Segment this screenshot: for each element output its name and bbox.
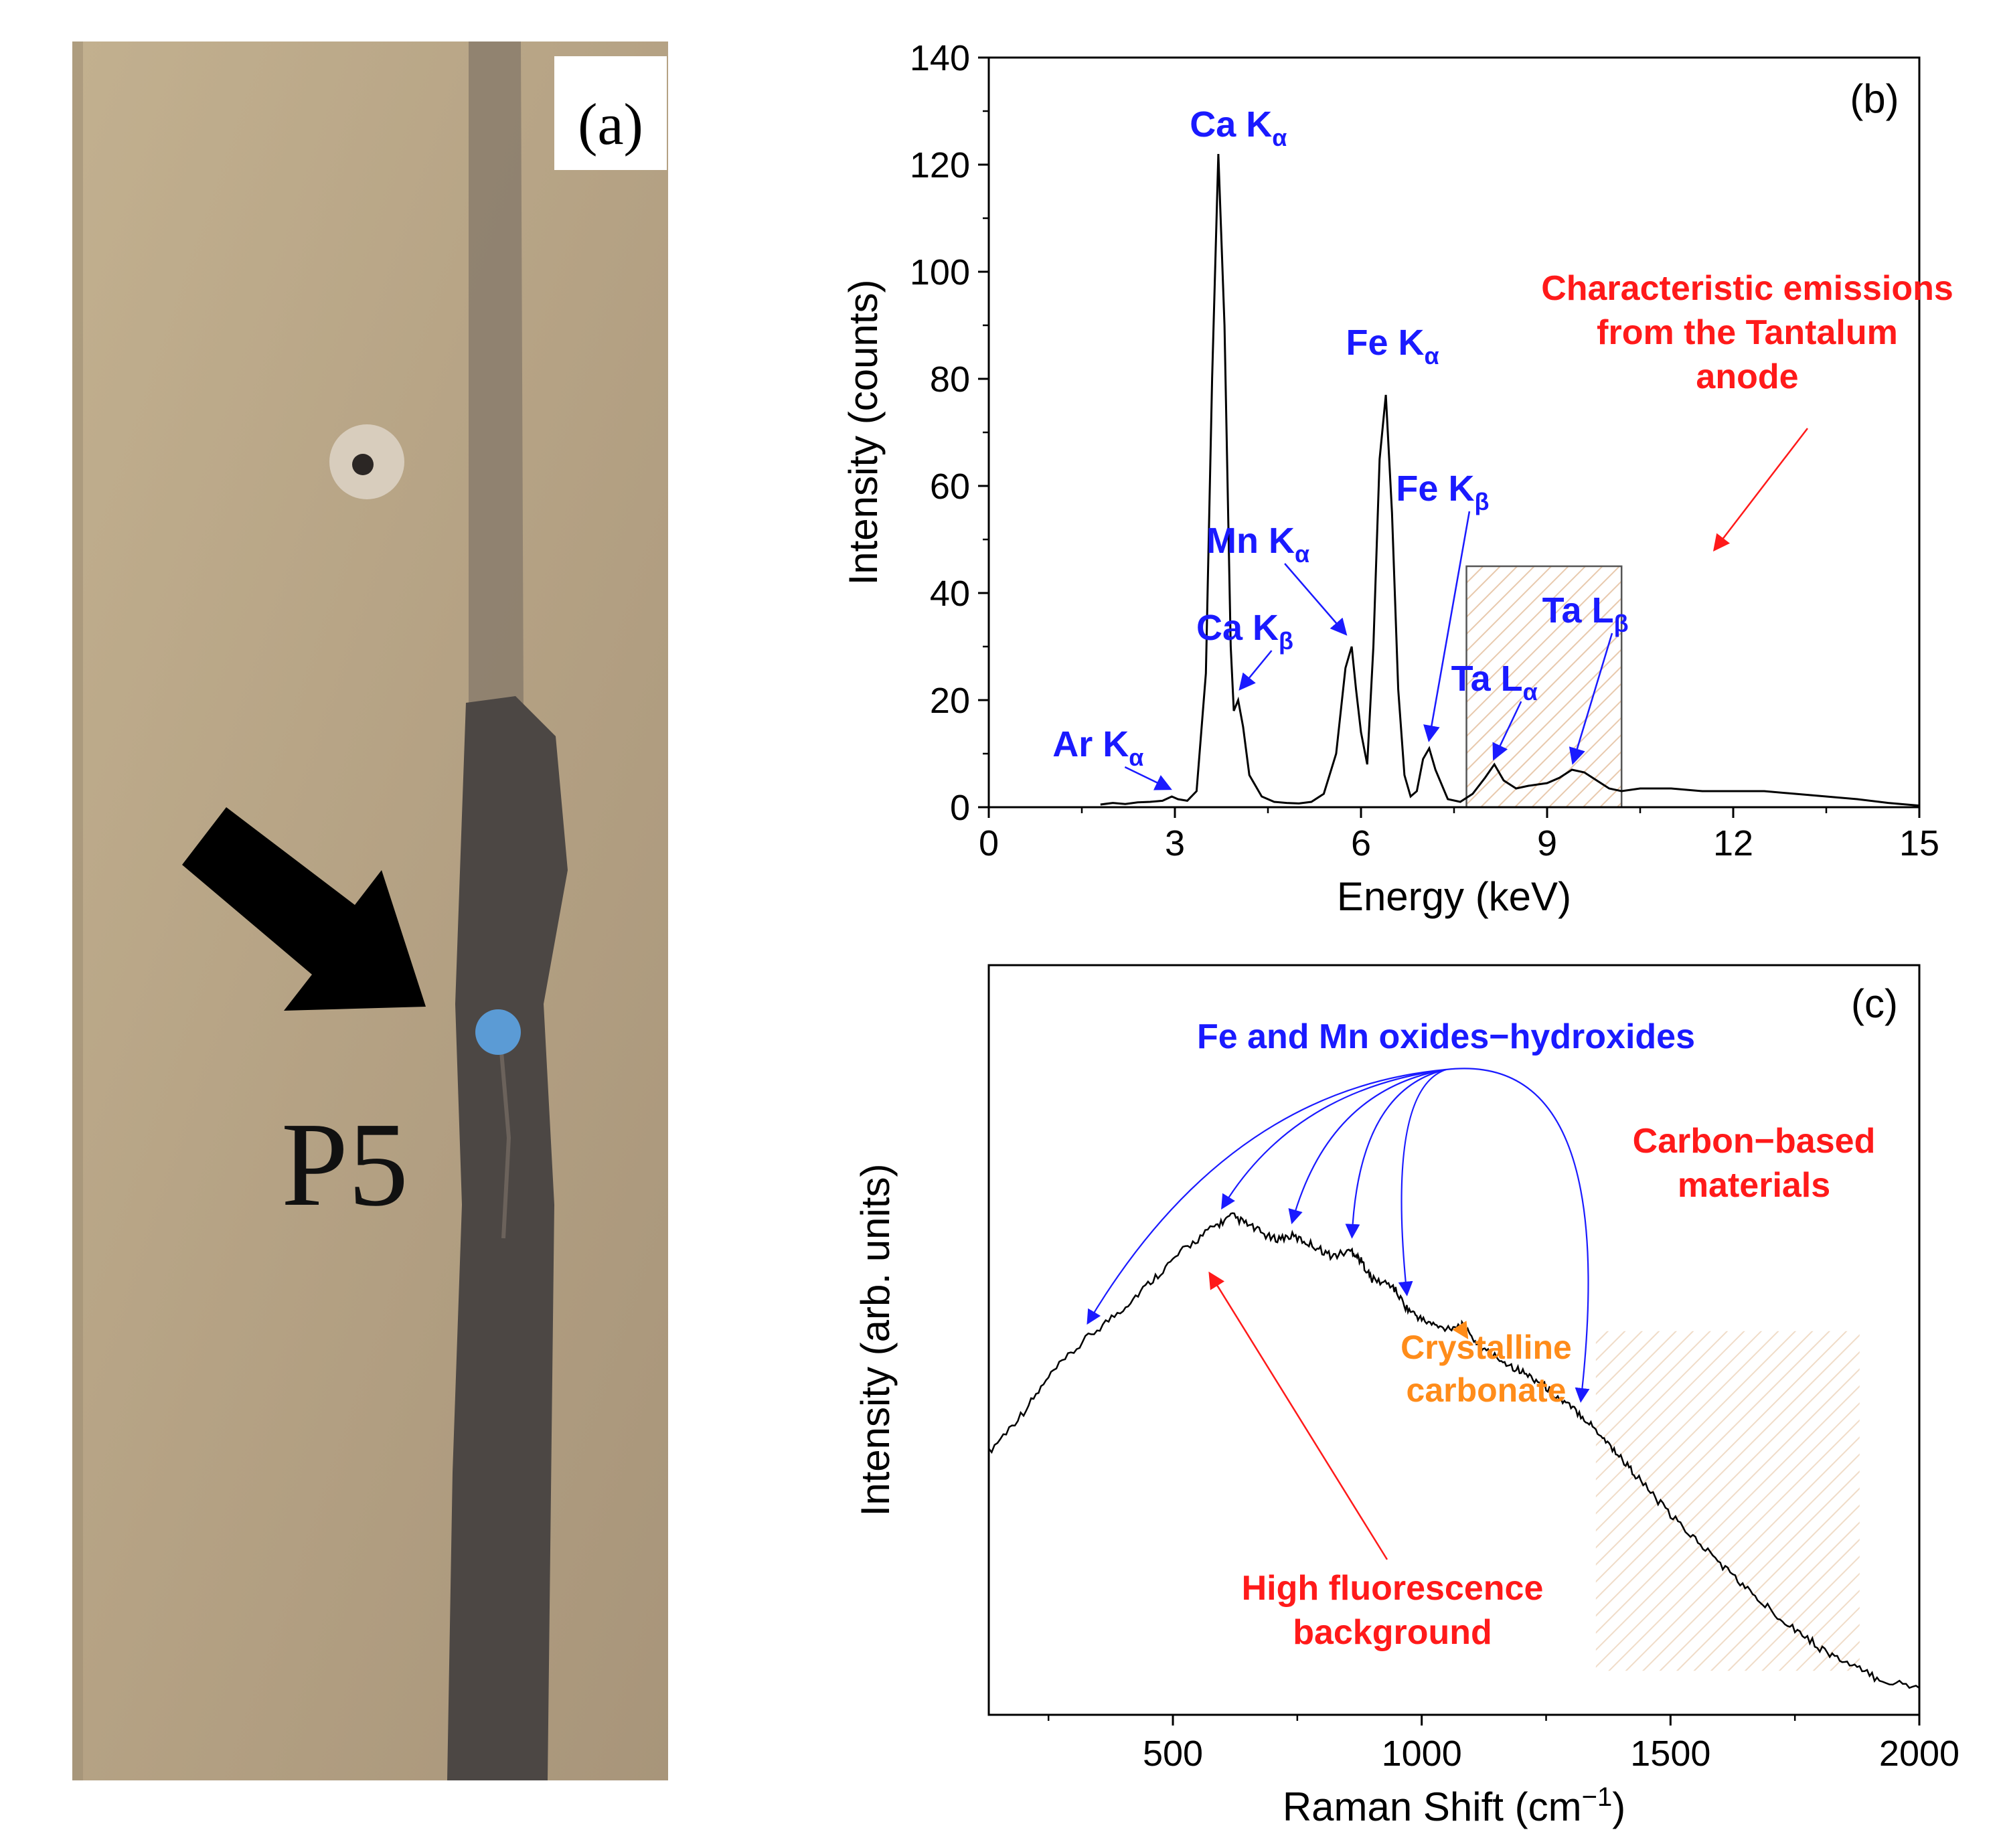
y-tick-label: 0: [950, 788, 970, 828]
dark-stripe-upper: [469, 41, 524, 716]
peak-arrow: [1569, 633, 1613, 765]
y-tick-label: 20: [930, 681, 970, 721]
raman-plot-frame: [987, 964, 1921, 1716]
raman-x-label-end: ): [1612, 1784, 1625, 1829]
peak-label: Ta Lα: [1451, 659, 1538, 705]
raman-spectrum-line: [988, 1212, 1920, 1689]
y-tick-label: 80: [930, 359, 970, 400]
raman-ticks: 500 1000 1500 2000: [1047, 1715, 1959, 1774]
oxides-arrow: [1398, 1068, 1447, 1296]
xrf-x-axis-label: Energy (keV): [1337, 874, 1571, 919]
fluorescence-label-line: background: [1293, 1613, 1492, 1652]
oxides-arrow: [1345, 1068, 1447, 1239]
p5-point: [475, 1009, 521, 1055]
peak-label: Fe Kβ: [1396, 469, 1489, 515]
peak-label: Ar Kα: [1052, 724, 1143, 771]
x-tick-label: 2000: [1879, 1734, 1959, 1774]
anode-note-line: anode: [1696, 357, 1798, 396]
drill-hole-center: [352, 454, 374, 475]
peak-label: Mn Kα: [1206, 521, 1309, 568]
x-tick-label: 500: [1143, 1734, 1203, 1774]
peak-arrow: [1423, 511, 1471, 742]
oxides-arrow: [1087, 1068, 1447, 1325]
y-tick-label: 40: [930, 574, 970, 614]
oxides-arrow: [1445, 1068, 1590, 1403]
peak-label: Fe Kα: [1346, 323, 1439, 369]
peak-arrow: [1124, 766, 1172, 790]
dark-stripe: [447, 696, 568, 1780]
x-tick-label: 9: [1537, 823, 1557, 863]
x-tick-label: 1000: [1382, 1734, 1462, 1774]
xrf-ticks: 0 3 6 9 12 15 0 20 40 60 80 100 120 140: [910, 38, 1939, 863]
x-tick-label: 0: [979, 823, 999, 863]
peak-arrow: [1284, 563, 1348, 636]
photo-panel: (a) P5: [0, 0, 736, 1845]
xrf-panel-label: (b): [1850, 76, 1899, 121]
raman-x-label-sup: −1: [1582, 1782, 1613, 1812]
p5-label: P5: [281, 1098, 408, 1231]
raman-annotations: Fe and Mn oxides−hydroxides Crystalline ca…: [1087, 1017, 1876, 1652]
x-tick-label: 6: [1351, 823, 1371, 863]
raman-carbon-box-group: [1595, 1331, 1860, 1671]
y-tick-label: 140: [910, 38, 970, 78]
stripe-detail: [499, 1043, 511, 1239]
x-tick-label: 12: [1713, 823, 1753, 863]
raman-chart: 500 1000 1500 2000 Fe and Mn oxides−hydroxi…: [736, 924, 2003, 1845]
anode-note-arrow: [1712, 428, 1808, 552]
panel-a-label: (a): [578, 92, 643, 157]
stone-edge-shadow: [72, 41, 83, 1780]
peak-arrow: [1238, 650, 1273, 691]
fluorescence-label-line: High fluorescence: [1242, 1569, 1544, 1608]
peak-label: Ta Lβ: [1542, 590, 1629, 637]
raman-y-axis-label: Intensity (arb. units): [853, 1164, 898, 1517]
anode-note-line: Characteristic emissions: [1541, 269, 1953, 308]
xrf-chart: 0 3 6 9 12 15 0 20 40 60 80 100 120 140 Ca Kα Ca Kβ Ar …: [736, 0, 2003, 937]
carbonate-arrow: [1452, 1321, 1469, 1340]
fluorescence-arrow: [1208, 1271, 1388, 1560]
xrf-y-axis-label: Intensity (counts): [841, 280, 886, 586]
xrf-svg: 0 3 6 9 12 15 0 20 40 60 80 100 120 140 Ca Kα Ca Kβ Ar …: [841, 38, 1953, 919]
peak-label: Ca Kβ: [1196, 608, 1293, 655]
x-tick-label: 3: [1165, 823, 1185, 863]
xrf-spectrum-line: [1100, 153, 1920, 807]
raman-x-label-main: Raman Shift (cm: [1283, 1784, 1582, 1829]
oxides-label: Fe and Mn oxides−hydroxides: [1197, 1017, 1695, 1056]
x-tick-label: 15: [1899, 823, 1939, 863]
carbon-label-line: materials: [1678, 1166, 1830, 1205]
peak-label: Ca Kα: [1190, 104, 1287, 151]
raman-x-axis-label: Raman Shift (cm−1): [1283, 1782, 1625, 1829]
y-tick-label: 100: [910, 252, 970, 292]
x-tick-label: 1500: [1630, 1734, 1710, 1774]
peak-arrow: [1492, 701, 1522, 761]
panel-a-label-box: [554, 56, 667, 170]
carbonate-label-line: Crystalline: [1400, 1329, 1572, 1366]
raman-panel-label: (c): [1851, 981, 1898, 1026]
carbon-region-box: [1595, 1331, 1860, 1671]
oxides-arrow: [1221, 1068, 1447, 1210]
y-tick-label: 120: [910, 145, 970, 185]
sample-photo: (a) P5: [72, 41, 668, 1780]
raman-svg: 500 1000 1500 2000 Fe and Mn oxides−hydroxi…: [853, 964, 1959, 1829]
oxides-arrow: [1288, 1068, 1447, 1225]
anode-note-line: from the Tantalum: [1597, 313, 1898, 352]
black-arrow: [182, 807, 426, 1011]
carbonate-label-line: carbonate: [1407, 1371, 1567, 1409]
y-tick-label: 60: [930, 467, 970, 507]
carbon-label-line: Carbon−based: [1633, 1122, 1876, 1161]
